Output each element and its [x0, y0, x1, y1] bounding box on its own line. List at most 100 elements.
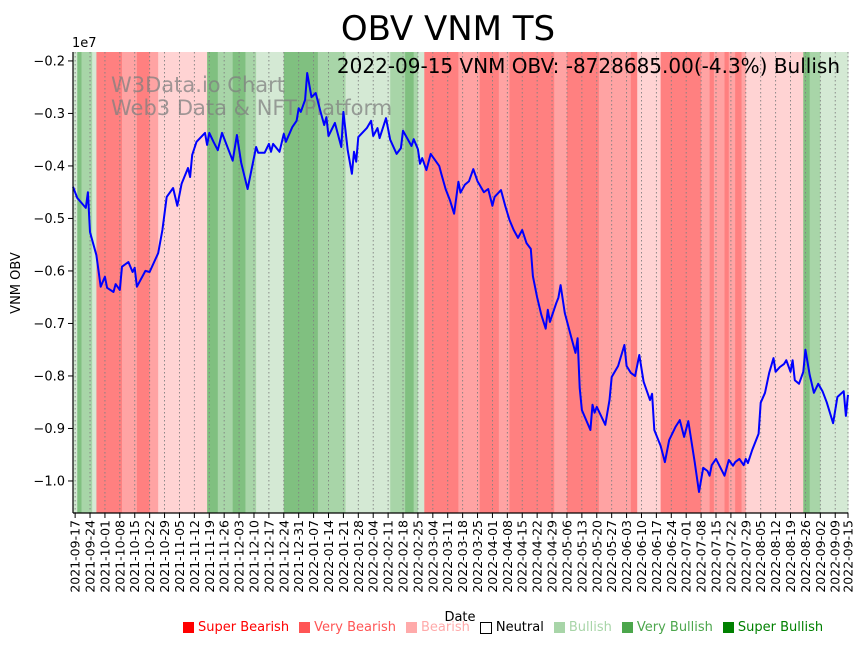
sentiment-band-very-bearish	[458, 52, 481, 513]
y-tick-label: −0.9	[33, 422, 65, 437]
legend-item: Neutral	[479, 620, 544, 635]
x-tick-label: 2022-04-08	[500, 520, 515, 593]
sentiment-band-very-bearish	[554, 52, 568, 513]
sentiment-band-very-bearish	[741, 52, 747, 513]
sentiment-band-very-bearish	[149, 52, 159, 513]
y-tick-label: −0.8	[33, 369, 65, 384]
x-tick-label: 2021-12-03	[232, 520, 247, 593]
sentiment-band-bearish	[637, 52, 662, 513]
x-tick-label: 2022-03-25	[470, 520, 485, 593]
x-tick-label: 2022-08-12	[768, 520, 783, 593]
sentiment-band-bullish	[73, 52, 78, 513]
sentiment-band-super-bearish	[660, 52, 702, 513]
legend-label: Very Bullish	[636, 620, 713, 635]
legend-label: Bullish	[568, 620, 612, 635]
x-tick-label: 2021-09-24	[83, 520, 98, 593]
sentiment-band-very-bearish	[121, 52, 138, 513]
x-ticks: 2021-09-17 2021-09-24 2021-10-01 2021-10-08…	[68, 513, 856, 593]
sentiment-band-super-bearish	[136, 52, 151, 513]
x-tick-label: 2022-03-18	[455, 520, 470, 593]
sentiment-band-very-bullish	[245, 52, 257, 513]
x-axis-label: Date	[444, 610, 475, 625]
sentiment-band-very-bullish	[81, 52, 93, 513]
legend-swatch	[621, 622, 633, 633]
x-tick-label: 2021-11-05	[172, 520, 187, 593]
x-tick-label: 2022-07-22	[723, 520, 738, 593]
x-tick-label: 2022-01-07	[306, 520, 321, 593]
sentiment-band-super-bearish	[424, 52, 440, 513]
watermark-line-1: W3Data.io Chart	[111, 73, 285, 97]
y-tick-label: −0.6	[33, 264, 65, 279]
x-tick-label: 2021-11-19	[202, 520, 217, 593]
x-tick-label: 2022-04-29	[545, 520, 560, 593]
legend-swatch	[722, 622, 734, 633]
sentiment-band-very-bearish	[598, 52, 632, 513]
x-tick-label: 2022-02-25	[410, 520, 425, 593]
x-tick-label: 2022-05-13	[574, 520, 589, 593]
sentiment-band-super-bearish	[509, 52, 555, 513]
x-tick-label: 2021-09-17	[68, 520, 83, 593]
legend-swatch	[405, 622, 417, 633]
x-tick-label: 2021-10-08	[112, 520, 127, 593]
sentiment-band-super-bullish	[803, 52, 811, 513]
x-tick-label: 2022-06-24	[664, 520, 679, 593]
x-tick-label: 2022-04-01	[485, 520, 500, 593]
sentiment-band-very-bullish	[217, 52, 234, 513]
watermark-line-2: Web3 Data & NFT Platform	[111, 96, 392, 120]
x-tick-label: 2022-09-02	[813, 520, 828, 593]
x-tick-label: 2022-07-08	[694, 520, 709, 593]
legend-item: Very Bullish	[621, 620, 713, 635]
sentiment-band-very-bullish	[390, 52, 406, 513]
x-tick-label: 2021-12-10	[246, 520, 261, 593]
sentiment-band-super-bearish	[724, 52, 730, 513]
sentiment-band-bearish	[158, 52, 208, 513]
axes	[72, 52, 848, 514]
watermark: W3Data.io Chart Web3 Data & NFT Platform	[111, 73, 392, 120]
sentiment-band-bullish	[820, 52, 849, 513]
x-tick-label: 2021-12-17	[261, 520, 276, 593]
legend-swatch	[553, 622, 565, 633]
legend-swatch	[479, 621, 492, 634]
x-tick-label: 2021-11-26	[217, 520, 232, 593]
x-tick-label: 2022-05-20	[589, 520, 604, 593]
x-tick-label: 2022-06-17	[649, 520, 664, 593]
sentiment-band-bullish	[417, 52, 425, 513]
x-tick-label: 2021-10-29	[157, 520, 172, 593]
legend-item: Very Bearish	[299, 620, 396, 635]
legend-swatch	[299, 622, 311, 633]
x-tick-label: 2022-02-04	[366, 520, 381, 593]
x-tick-label: 2022-04-15	[515, 520, 530, 593]
x-tick-label: 2022-07-29	[738, 520, 753, 593]
obv-series-line	[72, 72, 849, 493]
y-tick-label: −0.2	[33, 54, 65, 69]
x-tick-label: 2022-08-26	[798, 520, 813, 593]
sentiment-band-super-bearish	[479, 52, 500, 513]
x-tick-label: 2022-07-01	[679, 520, 694, 593]
x-tick-label: 2022-05-06	[559, 520, 574, 593]
x-tick-label: 2021-11-12	[187, 520, 202, 593]
sentiment-band-bullish	[256, 52, 285, 513]
sentiment-band-super-bullish	[405, 52, 415, 513]
x-tick-label: 2022-05-27	[604, 520, 619, 593]
sentiment-band-super-bearish	[709, 52, 715, 513]
x-tick-label: 2022-08-19	[783, 520, 798, 593]
y-tick-label: −0.3	[33, 107, 65, 122]
legend-item: Super Bullish	[722, 620, 824, 635]
sentiment-band-super-bearish	[566, 52, 600, 513]
legend-label: Neutral	[495, 620, 544, 635]
sentiment-band-super-bearish	[735, 52, 743, 513]
legend-item: Bullish	[553, 620, 612, 635]
x-tick-label: 2022-04-22	[530, 520, 545, 593]
sentiment-band-super-bearish	[439, 52, 459, 513]
x-tick-label: 2022-03-11	[440, 520, 455, 593]
x-tick-label: 2022-09-15	[841, 520, 856, 593]
x-tick-label: 2022-01-21	[336, 520, 351, 593]
y-tick-label: −0.5	[33, 212, 65, 227]
sentiment-band-very-bearish	[701, 52, 711, 513]
y-tick-label: −0.4	[33, 159, 65, 174]
y-tick-label: −0.7	[33, 317, 65, 332]
legend-label: Super Bullish	[737, 620, 824, 635]
legend: Super Bearish Very Bearish Bearish Neutral B…	[183, 620, 833, 635]
sentiment-band-very-bearish	[728, 52, 736, 513]
x-tick-label: 2022-07-15	[708, 520, 723, 593]
